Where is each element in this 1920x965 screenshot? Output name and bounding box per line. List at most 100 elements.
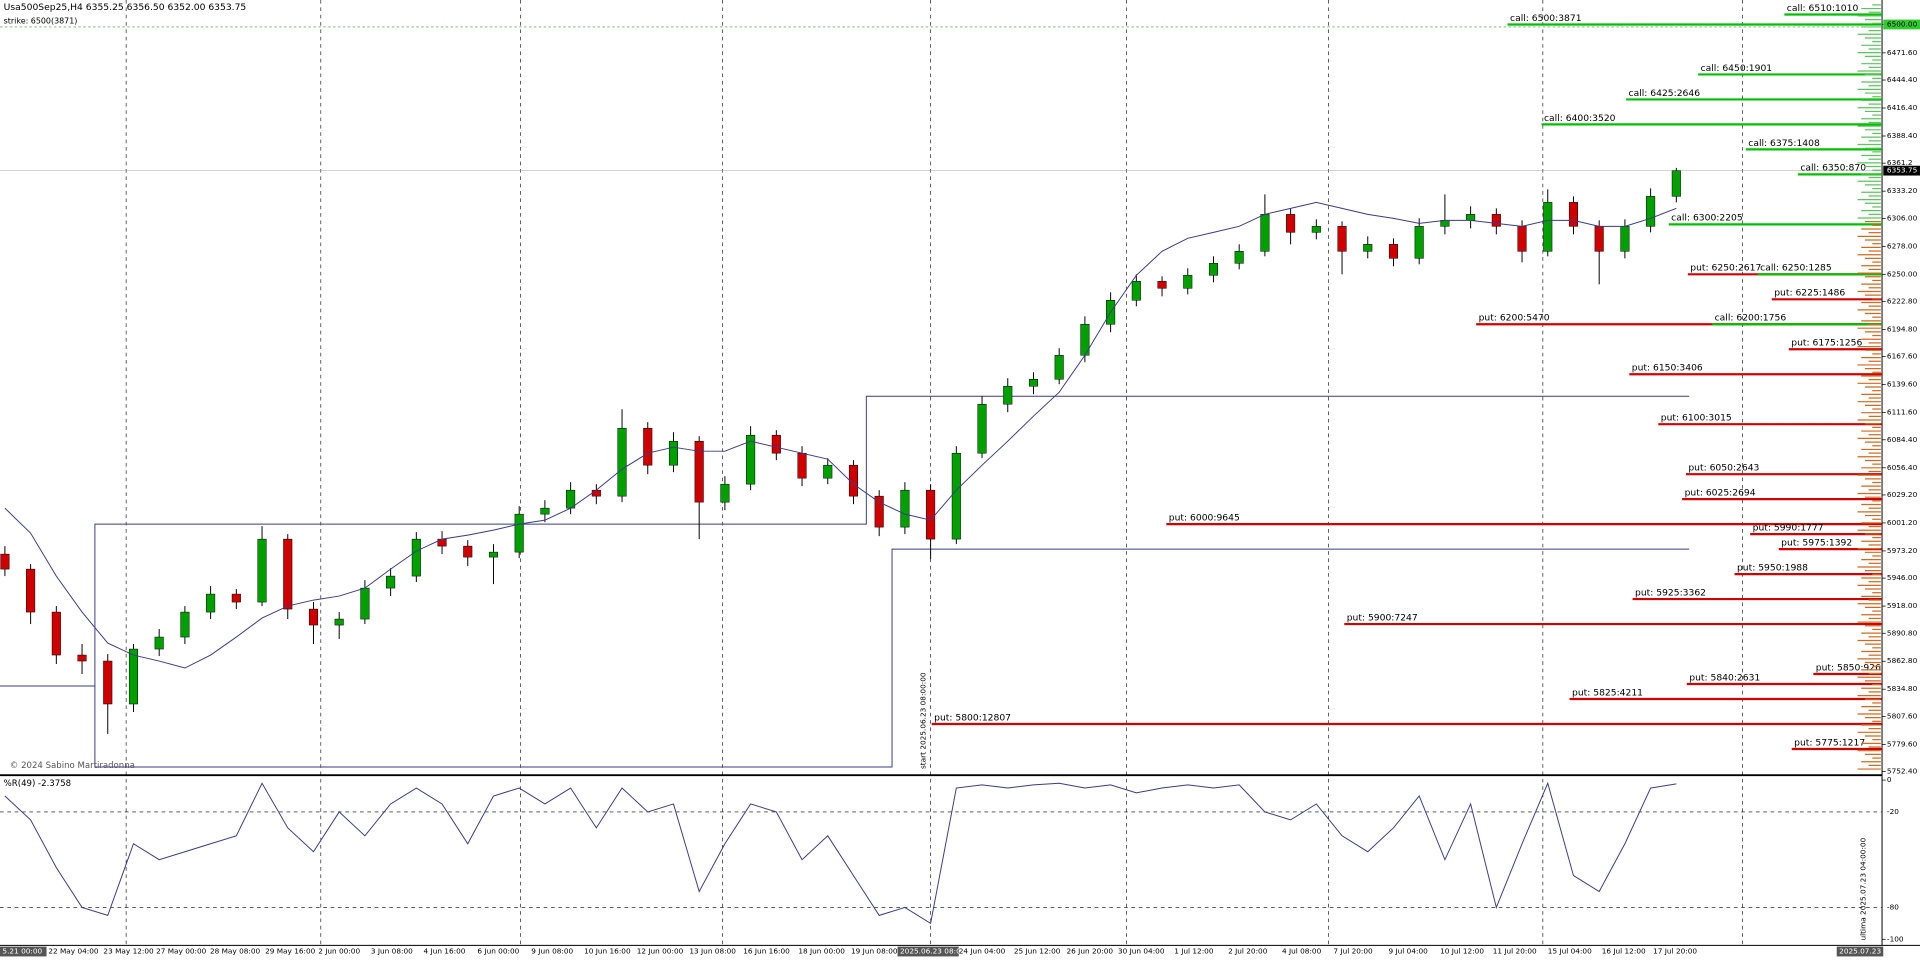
time-highlight [0,946,47,957]
time-label: 2025.06.23 08:00 [900,947,966,956]
candle-body [1157,281,1167,289]
y-tick-label: 6500.00 [1887,19,1918,28]
oi-label: put: 6050:2643 [1688,463,1759,474]
candle-body [128,648,138,705]
y-tick-label: 5779.60 [1887,739,1918,748]
plot: 6500.00 6471.60 6444.40 6416.40 6388.40 6361.… [0,3,1920,957]
y-tick-label: 6388.40 [1887,131,1918,140]
time-label: 4 Jun 16:00 [424,947,466,956]
candle-body [103,660,113,705]
candle-body [1003,385,1013,405]
y-tick-label: 6333.20 [1887,186,1918,195]
candle-body [257,538,267,603]
candle-body [180,611,190,638]
candle-body [540,507,550,515]
y-tick-label: 6111.60 [1887,408,1918,417]
oi-label: call: 6300:2205 [1671,213,1743,224]
y-tick-label: 6167.60 [1887,352,1918,361]
candle-body [1543,202,1553,252]
indicator-tick-label: -100 [1887,934,1904,943]
time-label: 9 Jul 04:00 [1389,947,1429,956]
oi-label: put: 6025:2694 [1685,488,1756,499]
time-label: 9 Jun 08:00 [531,947,573,956]
time-label: 24 Jun 04:00 [959,947,1006,956]
y-tick-label: 6444.40 [1887,75,1918,84]
oi-label: put: 5975:1392 [1781,537,1852,548]
oi-label: put: 5950:1988 [1737,562,1808,573]
y-tick-label: 6306.00 [1887,213,1918,222]
y-tick-label: 6001.20 [1887,518,1918,527]
indicator-tick-label: 0 [1887,775,1892,784]
candle-body [694,440,704,503]
candle-body [797,452,807,479]
time-label: 17 Jul 20:00 [1653,947,1697,956]
y-tick-label: 5946.00 [1887,573,1918,582]
oi-label: call: 6450:1901 [1701,63,1773,74]
candle-body [1311,226,1321,233]
oi-label: put: 5990:1777 [1753,523,1824,534]
candle-body [900,489,910,528]
candle-body [514,513,524,553]
time-label: 13 Jun 08:00 [689,947,736,956]
candle-body [231,593,241,603]
y-tick-label: 5862.80 [1887,656,1918,665]
time-highlight [1836,946,1884,957]
candle-body [1517,226,1527,252]
time-label: 22 May 04:00 [48,947,99,956]
oi-label: put: 5840:2631 [1689,672,1760,683]
oi-label: call: 6500:3871 [1510,13,1582,24]
candle-body [1286,214,1296,233]
candle-body [720,483,730,503]
oi-label: call: 6200:1756 [1715,313,1787,324]
oi-label: put: 5825:4211 [1572,687,1643,698]
candle-body [823,464,833,479]
candle-body [360,587,370,620]
indicator-header: %R(49) -2.3758 [4,779,71,789]
candle-body [926,489,936,540]
candle-body [643,427,653,466]
candle-body [771,434,781,454]
candle-body [154,636,164,650]
candle-body [1183,275,1193,289]
time-label: 23 May 12:00 [103,947,154,956]
candle-body [0,553,10,570]
last-price-box [1883,165,1920,176]
oi-label: put: 5800:12807 [934,712,1011,723]
candle-body [463,545,473,558]
candle-body [1337,226,1347,252]
oi-label: put: 5925:3362 [1635,587,1706,598]
oi-label: call: 6400:3520 [1544,113,1616,124]
oi-label: call: 6375:1408 [1748,138,1820,149]
time-label: 4 Jul 08:00 [1282,947,1322,956]
candle-body [1491,214,1501,227]
strike-price-box [1883,19,1920,30]
time-label: 29 May 16:00 [265,947,316,956]
y-tick-label: 6194.80 [1887,324,1918,333]
time-label: 15 Jul 04:00 [1548,947,1592,956]
last-price-label: 6353.75 [1887,166,1918,175]
y-tick-label: 6250.00 [1887,269,1918,278]
time-label: 1 Jul 12:00 [1174,947,1214,956]
candle-body [1388,244,1399,259]
time-label: 16 Jul 12:00 [1602,947,1646,956]
y-tick-label: 5834.80 [1887,684,1918,693]
copyright: © 2024 Sabino Martiradonna [10,761,135,771]
oi-label: put: 5850:926 [1816,662,1881,673]
oi-label: put: 6150:3406 [1632,363,1703,374]
range-line [0,395,1690,687]
candle-body [26,568,36,613]
candle-body [1568,202,1579,227]
last-label: ultima 2025.07.23 04:00:00 [1859,837,1868,940]
indicator-line [4,781,1677,925]
candle-body [1260,214,1270,252]
oi-label: call: 6350:870 [1800,163,1866,174]
time-label: 5.21 00:00 [2,947,42,956]
time-label: 2 Jun 00:00 [318,947,360,956]
moving-average [4,201,1677,669]
time-label: 12 Jun 00:00 [637,947,684,956]
candle-body [51,611,61,656]
candle-body [1620,226,1630,252]
time-label: 25 Jun 12:00 [1014,947,1061,956]
candle-body [1414,226,1424,259]
